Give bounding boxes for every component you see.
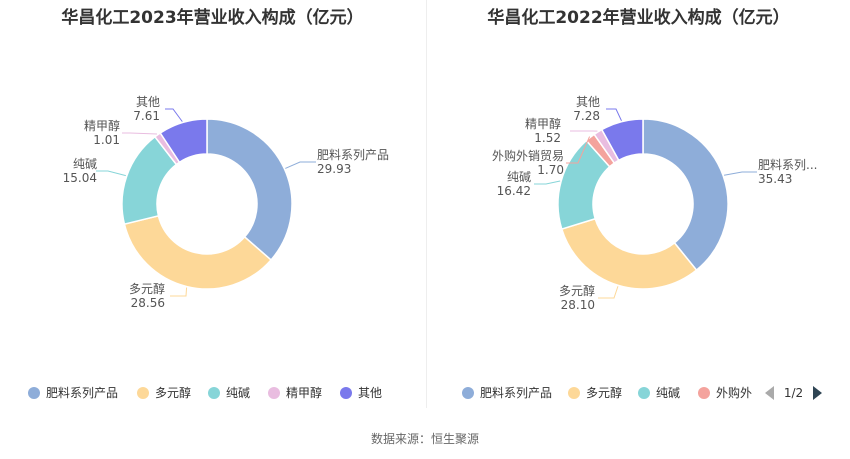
slice-label-0: 肥料系列... <box>758 158 817 172</box>
legend-label: 多元醇 <box>586 386 623 400</box>
legend-label: 肥料系列产品 <box>480 386 553 400</box>
slice-0[interactable] <box>642 118 729 272</box>
legend-dot-icon <box>268 387 280 399</box>
legend-2022: 肥料系列产品 多元醇 纯碱 外购外 <box>426 383 766 403</box>
leader-line-5 <box>606 108 622 121</box>
legend-dot-icon <box>568 387 580 399</box>
slice-value-5: 7.28 <box>573 109 600 123</box>
slice-label-4: 精甲醇 <box>525 116 561 131</box>
legend-item-3[interactable]: 外购外 <box>698 383 752 403</box>
legend-2023: 肥料系列产品 多元醇 纯碱 精甲醇 其他 <box>0 383 425 403</box>
legend-item-2[interactable]: 纯碱 <box>638 383 680 403</box>
leader-line-2 <box>534 180 561 185</box>
legend-item-4[interactable]: 其他 <box>340 383 382 403</box>
leader-line-3 <box>566 136 591 164</box>
slice-1[interactable] <box>123 214 273 290</box>
slice-label-1: 多元醇 <box>559 283 595 298</box>
legend-item-1[interactable]: 多元醇 <box>137 383 191 403</box>
slice-label-2: 纯碱 <box>507 170 531 184</box>
slice-value-1: 28.10 <box>561 298 595 312</box>
slice-0[interactable] <box>206 118 293 262</box>
chart-title-2023: 华昌化工2023年营业收入构成（亿元） <box>61 8 364 28</box>
slice-4[interactable] <box>159 118 208 164</box>
slice-value-4: 7.61 <box>133 109 160 123</box>
legend-dot-icon <box>208 387 220 399</box>
slice-label-4: 其他 <box>136 95 160 109</box>
legend-dot-icon <box>28 387 40 399</box>
slice-label-5: 其他 <box>576 95 600 109</box>
legend-label: 精甲醇 <box>286 386 323 400</box>
slice-label-0: 肥料系列产品 <box>317 148 389 162</box>
slice-value-2: 16.42 <box>497 184 531 198</box>
legend-dot-icon <box>137 387 149 399</box>
legend-page-indicator: 1/2 <box>783 386 804 400</box>
legend-pager: 1/2 <box>765 383 822 403</box>
leader-line-3 <box>122 132 158 135</box>
slice-value-4: 1.52 <box>534 131 561 145</box>
legend-label: 其他 <box>358 386 383 400</box>
chart-title-2022: 华昌化工2022年营业收入构成（亿元） <box>487 8 790 28</box>
slice-1[interactable] <box>560 217 698 290</box>
leader-line-0 <box>285 161 316 169</box>
legend-dot-icon <box>462 387 474 399</box>
leader-line-0 <box>723 171 757 176</box>
leader-line-1 <box>598 286 619 299</box>
legend-dot-icon <box>638 387 650 399</box>
legend-label: 纯碱 <box>226 386 251 400</box>
legend-dot-icon <box>698 387 710 399</box>
legend-item-3[interactable]: 精甲醇 <box>268 383 322 403</box>
legend-label: 外购外 <box>716 386 753 400</box>
slice-label-3: 外购外销贸易 <box>492 148 564 163</box>
slice-value-3: 1.70 <box>537 163 564 177</box>
data-source-note: 数据来源：恒生聚源 <box>370 432 479 446</box>
leader-line-4 <box>165 108 183 122</box>
legend-label: 纯碱 <box>656 386 681 400</box>
slice-label-1: 多元醇 <box>129 281 165 296</box>
legend-next-icon[interactable] <box>812 386 822 400</box>
legend-label: 肥料系列产品 <box>46 386 119 400</box>
slice-value-0: 29.93 <box>317 162 351 176</box>
leader-line-2 <box>96 170 126 177</box>
slice-value-0: 35.43 <box>758 172 792 186</box>
legend-item-1[interactable]: 多元醇 <box>568 383 622 403</box>
slice-label-2: 纯碱 <box>73 157 97 171</box>
legend-dot-icon <box>340 387 352 399</box>
legend-label: 多元醇 <box>155 386 192 400</box>
slice-value-3: 1.01 <box>93 133 120 147</box>
legend-item-0[interactable]: 肥料系列产品 <box>462 383 552 403</box>
slice-value-1: 28.56 <box>131 296 165 310</box>
slice-label-3: 精甲醇 <box>84 118 120 133</box>
slice-5[interactable] <box>600 118 644 162</box>
legend-item-2[interactable]: 纯碱 <box>208 383 250 403</box>
leader-line-1 <box>170 287 188 297</box>
slice-value-2: 15.04 <box>63 171 97 185</box>
legend-prev-icon[interactable] <box>765 386 774 400</box>
chart-divider <box>426 0 427 408</box>
legend-item-0[interactable]: 肥料系列产品 <box>28 383 118 403</box>
